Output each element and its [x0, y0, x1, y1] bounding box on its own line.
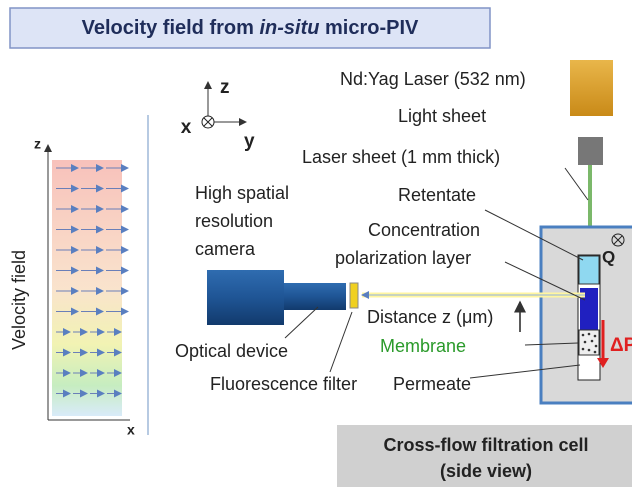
label: Distance z (μm)	[367, 307, 493, 327]
title-box	[9, 7, 491, 49]
velocity-map	[52, 160, 122, 416]
polarization-layer	[580, 288, 598, 330]
retentate	[578, 255, 600, 285]
plot-axis-label: x	[127, 422, 135, 438]
laser	[570, 60, 613, 116]
label: camera	[195, 239, 256, 259]
label: Fluorescence filter	[210, 374, 357, 394]
title-part: micro-PIV	[319, 17, 419, 39]
flow-symbol	[613, 235, 623, 245]
caption-box	[337, 425, 632, 487]
flow-symbol	[611, 233, 625, 247]
caption: (side view)	[440, 461, 532, 481]
label: Retentate	[398, 185, 476, 205]
label: Concentration	[368, 220, 480, 240]
label: resolution	[195, 211, 273, 231]
label: polarization layer	[335, 248, 471, 268]
axis-x-symbol	[203, 117, 213, 127]
label: Permeate	[393, 374, 471, 394]
camera	[207, 270, 284, 325]
membrane-pores	[581, 332, 598, 354]
pressure-label: ΔP	[610, 335, 632, 356]
axis-label: y	[244, 131, 255, 152]
title-part: in-situ	[259, 17, 319, 39]
label: High spatial	[195, 183, 289, 203]
axis-label: x	[181, 117, 192, 138]
title-part: Velocity field from	[82, 17, 260, 39]
label: Optical device	[175, 341, 288, 361]
caption: Cross-flow filtration cell	[383, 435, 588, 455]
flow-label: Q	[602, 247, 615, 266]
axis-label: z	[220, 77, 230, 98]
pressure-arrow	[597, 358, 609, 368]
label: Nd:Yag Laser (532 nm)	[340, 69, 526, 89]
sheet-optics	[578, 137, 603, 165]
label: Membrane	[380, 336, 466, 356]
title: Velocity field from in-situ micro-PIV	[82, 17, 419, 39]
leader-lines	[284, 167, 589, 379]
optical-device	[284, 283, 346, 310]
plot-axis-label: z	[34, 136, 41, 152]
plot-label: Velocity field	[9, 250, 29, 350]
velocity-vectors	[56, 164, 129, 398]
fluorescence-filter	[349, 282, 359, 309]
label: Light sheet	[398, 106, 486, 126]
label: Laser sheet (1 mm thick)	[302, 147, 500, 167]
